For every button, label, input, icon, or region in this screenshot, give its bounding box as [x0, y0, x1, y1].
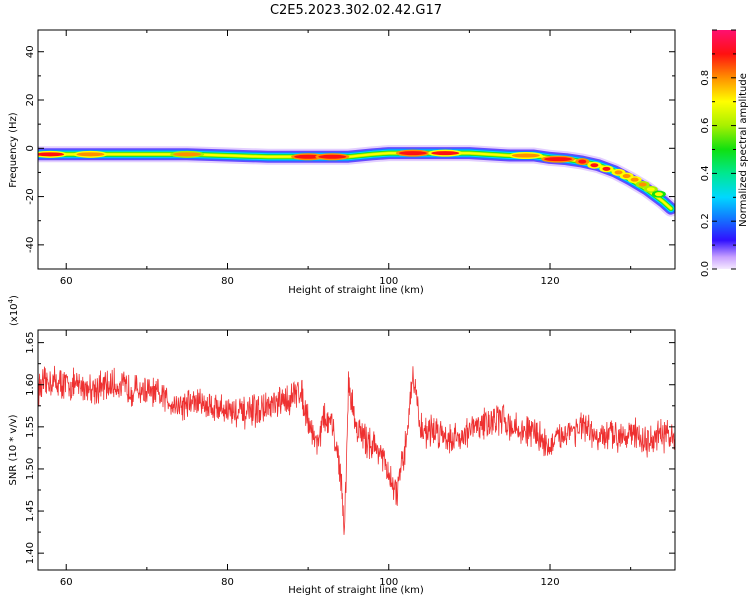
x-tick-label: 80	[221, 577, 234, 588]
snr-multiplier-close: )	[9, 295, 20, 299]
spectrogram-x-axis-label: Height of straight line (km)	[288, 285, 424, 296]
x-tick-label: 100	[379, 577, 398, 588]
y-tick-label: 40	[25, 45, 36, 58]
x-tick-label: 100	[379, 276, 398, 287]
spectral-peak	[173, 152, 202, 157]
spectral-peak	[294, 154, 323, 159]
snr-x-axis-label: Height of straight line (km)	[288, 585, 424, 596]
colorbar-tick-label: 0.6	[700, 118, 711, 134]
x-tick-label: 60	[60, 577, 73, 588]
snr-multiplier-exponent: 4	[7, 298, 15, 303]
spectral-peak	[398, 151, 427, 156]
colorbar-gradient	[712, 30, 736, 269]
y-tick-label: 1.60	[25, 374, 36, 396]
x-tick-label: 60	[60, 276, 73, 287]
x-tick-label: 80	[221, 276, 234, 287]
x-tick-label: 120	[540, 577, 559, 588]
spectrogram-frame	[37, 29, 676, 270]
snr-series-line	[38, 365, 675, 535]
snr-axes: 60 80 100 120 1.65 1.60 1.55 1.50 1.45 1.40	[25, 330, 675, 588]
snr-frame	[37, 329, 676, 571]
colorbar-tick-label: 0.0	[700, 261, 711, 277]
colorbar-tick-label: 0.2	[700, 213, 711, 229]
y-tick-label: -20	[25, 188, 36, 204]
spectral-peak	[590, 163, 599, 168]
colorbar: 0.0 0.2 0.4 0.6 0.8 Normalized spectral ampl…	[700, 29, 749, 277]
spectral-peak	[76, 152, 105, 157]
y-tick-label: 1.65	[25, 331, 36, 353]
spectral-peak	[614, 170, 623, 175]
spectrogram-plot-area	[38, 145, 675, 217]
y-tick-label: 0	[25, 145, 36, 151]
colorbar-label: Normalized spectral amplitude	[738, 73, 749, 227]
chart-title: C2E5.2023.302.02.42.G17	[270, 3, 442, 18]
y-tick-label: 1.50	[25, 458, 36, 480]
spectral-peak	[511, 153, 540, 158]
spectral-peak	[544, 157, 573, 162]
spectral-peak	[431, 151, 460, 156]
spectral-peak	[646, 187, 655, 192]
y-tick-label: 20	[25, 94, 36, 107]
snr-multiplier-base: (x10	[9, 303, 20, 326]
y-tick-label: 1.40	[25, 542, 36, 564]
snr-plot-area	[38, 365, 675, 535]
y-tick-label: 1.55	[25, 416, 36, 438]
colorbar-tick-label: 0.4	[700, 165, 711, 181]
snr-panel: 60 80 100 120 1.65 1.60 1.55 1.50 1.45 1.40 Heigh…	[7, 295, 676, 596]
spectral-peak	[638, 182, 647, 187]
spectral-peak	[654, 192, 663, 197]
snr-multiplier-label: (x104)	[7, 295, 20, 326]
colorbar-ticks: 0.0 0.2 0.4 0.6 0.8	[700, 29, 736, 277]
spectrogram-panel: 60 80 100 120 40 20 0 -20 -40 Height of straight…	[8, 29, 676, 296]
snr-y-axis-label: SNR (10 * v/v)	[8, 414, 19, 485]
spectral-peak	[578, 159, 587, 164]
spectral-peak	[38, 152, 65, 157]
spectral-peak	[630, 177, 639, 182]
spectrogram-axes: 60 80 100 120 40 20 0 -20 -40	[25, 30, 675, 287]
y-tick-label: -40	[25, 237, 36, 253]
spectral-peak	[602, 166, 611, 171]
y-tick-label: 1.45	[25, 500, 36, 522]
spectral-peak	[622, 174, 631, 179]
x-tick-label: 120	[540, 276, 559, 287]
spectral-peak	[318, 154, 347, 159]
colorbar-tick-label: 0.8	[700, 70, 711, 86]
spectrogram-y-axis-label: Frequency (Hz)	[8, 112, 19, 188]
